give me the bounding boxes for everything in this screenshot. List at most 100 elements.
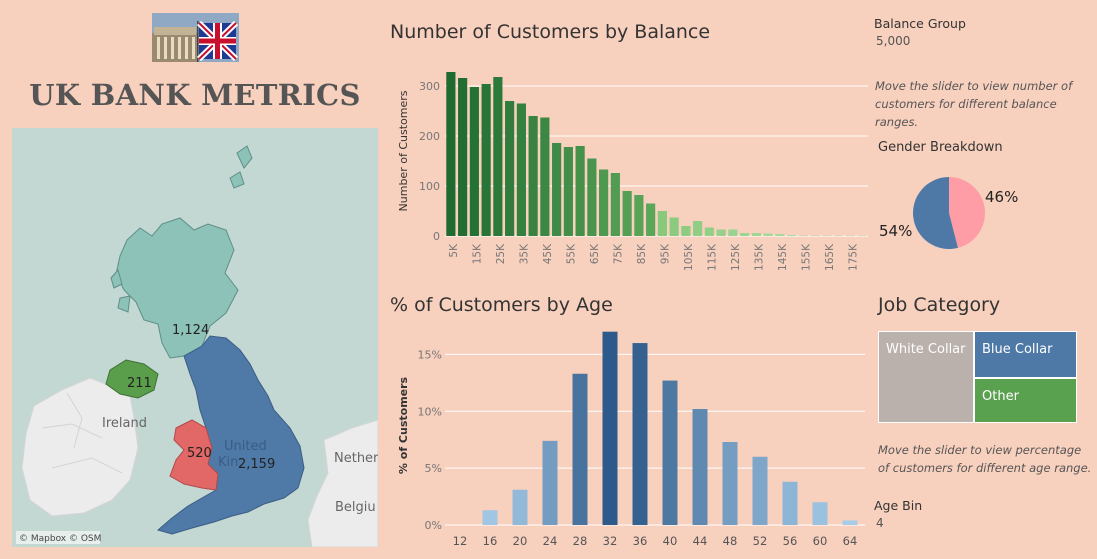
region-northern-ireland[interactable] xyxy=(105,359,159,399)
balance-x-tick: 5K xyxy=(448,243,460,258)
gender-female-pct: 46% xyxy=(985,188,1019,206)
map-label-united: United xyxy=(224,439,267,454)
balance-bar[interactable] xyxy=(669,217,679,237)
balance-bar[interactable] xyxy=(458,78,468,236)
age-x-tick: 44 xyxy=(693,534,708,548)
gender-pie-chart[interactable] xyxy=(912,176,986,250)
balance-slider-note: Move the slider to view number of custom… xyxy=(875,79,1073,129)
balance-bar[interactable] xyxy=(693,221,703,236)
balance-x-tick: 75K xyxy=(612,243,624,264)
balance-bar[interactable] xyxy=(528,116,538,236)
treemap-white-collar[interactable]: White Collar xyxy=(878,331,974,423)
balance-bar[interactable] xyxy=(822,235,832,237)
age-bar[interactable] xyxy=(572,373,588,525)
age-chart-title: % of Customers by Age xyxy=(390,294,613,316)
treemap-other[interactable]: Other xyxy=(974,378,1077,423)
age-bin-slider-value[interactable]: 4 xyxy=(876,516,884,530)
job-category-treemap[interactable]: White Collar Blue Collar Other xyxy=(878,331,1077,423)
gender-pie-slice[interactable] xyxy=(913,177,958,249)
balance-bar[interactable] xyxy=(657,211,667,236)
balance-bar[interactable] xyxy=(610,173,620,236)
balance-bar[interactable] xyxy=(481,84,491,236)
balance-chart-title: Number of Customers by Balance xyxy=(390,21,711,43)
balance-x-tick: 155K xyxy=(800,243,812,270)
age-bin-label: Age Bin xyxy=(874,498,923,513)
balance-bar[interactable] xyxy=(446,72,456,236)
age-x-tick: 64 xyxy=(843,534,858,548)
balance-x-tick: 25K xyxy=(495,243,507,264)
age-x-tick: 12 xyxy=(453,534,468,548)
age-bar[interactable] xyxy=(812,502,828,525)
balance-bar[interactable] xyxy=(810,235,820,237)
age-x-tick: 16 xyxy=(483,534,498,548)
balance-bar[interactable] xyxy=(516,103,526,237)
balance-x-tick: 65K xyxy=(589,243,601,264)
map-label-kingdom: Kin xyxy=(218,455,238,470)
map-label-netherlands: Nether xyxy=(334,451,378,466)
uk-region-map[interactable]: Ireland Nether Belgiu United Kin 1,124 2… xyxy=(12,128,378,547)
age-x-tick: 60 xyxy=(813,534,828,548)
balance-bar[interactable] xyxy=(834,235,844,237)
balance-bar[interactable] xyxy=(740,233,750,236)
balance-bar[interactable] xyxy=(704,227,714,237)
balance-bar[interactable] xyxy=(763,233,773,237)
balance-bar[interactable] xyxy=(681,226,691,236)
map-label-belgium: Belgiu xyxy=(335,500,376,515)
balance-x-tick: 115K xyxy=(706,243,718,270)
age-bar[interactable] xyxy=(512,489,528,525)
balance-bar[interactable] xyxy=(751,233,761,236)
balance-group-label: Balance Group xyxy=(874,16,966,31)
balance-y-tick: 200 xyxy=(419,130,440,143)
age-bar[interactable] xyxy=(482,510,498,525)
balance-bar[interactable] xyxy=(493,77,503,236)
region-scotland[interactable] xyxy=(115,217,239,359)
balance-x-tick: 95K xyxy=(659,243,671,264)
age-x-tick: 32 xyxy=(603,534,618,548)
age-bar[interactable] xyxy=(662,380,678,525)
age-bar[interactable] xyxy=(602,331,618,525)
balance-bar[interactable] xyxy=(563,147,573,236)
gender-male-pct: 54% xyxy=(879,222,913,240)
age-bar[interactable] xyxy=(782,481,798,525)
map-attribution[interactable]: © Mapbox © OSM xyxy=(19,534,101,544)
age-y-axis-label: % of Customers xyxy=(397,376,410,474)
balance-bar[interactable] xyxy=(857,235,867,237)
balance-bar[interactable] xyxy=(798,235,808,237)
balance-bar-chart[interactable]: 0 100 200 300 Number of Customers 5K 15K 25K 35K… xyxy=(390,60,870,270)
balance-bar[interactable] xyxy=(728,229,738,237)
balance-bar[interactable] xyxy=(646,203,656,237)
balance-bar[interactable] xyxy=(775,234,785,236)
gender-title: Gender Breakdown xyxy=(878,140,1003,155)
balance-y-axis-label: Number of Customers xyxy=(397,90,410,211)
age-bar[interactable] xyxy=(752,456,768,525)
region-wales[interactable] xyxy=(169,419,219,491)
balance-group-slider-value[interactable]: 5,000 xyxy=(876,34,911,48)
age-bar[interactable] xyxy=(842,520,858,525)
balance-bar[interactable] xyxy=(505,101,515,236)
age-y-tick: 5% xyxy=(425,462,442,475)
balance-x-tick: 105K xyxy=(683,243,695,270)
balance-bar[interactable] xyxy=(787,235,797,236)
balance-bar[interactable] xyxy=(575,146,585,236)
balance-y-tick: 0 xyxy=(433,230,440,243)
balance-bar[interactable] xyxy=(634,195,644,236)
balance-bar[interactable] xyxy=(540,117,550,237)
balance-x-tick: 15K xyxy=(471,243,483,264)
treemap-blue-collar[interactable]: Blue Collar xyxy=(974,331,1077,378)
balance-bar[interactable] xyxy=(845,235,855,237)
balance-bar[interactable] xyxy=(552,143,562,236)
age-bar[interactable] xyxy=(632,343,648,525)
age-x-tick: 40 xyxy=(663,534,678,548)
balance-x-tick: 45K xyxy=(542,243,554,264)
balance-bar[interactable] xyxy=(622,191,632,236)
age-bar[interactable] xyxy=(692,409,708,525)
balance-bar[interactable] xyxy=(599,169,609,237)
balance-bar[interactable] xyxy=(716,229,726,237)
balance-x-tick: 165K xyxy=(824,243,836,270)
age-bar[interactable] xyxy=(542,440,558,525)
balance-bar[interactable] xyxy=(469,87,479,236)
gender-pie-slice[interactable] xyxy=(949,177,985,248)
age-bar[interactable] xyxy=(722,441,738,525)
balance-bar[interactable] xyxy=(587,158,597,237)
age-bar-chart[interactable]: 0% 5% 10% 15% % of Customers 12 16 20 24 28 32 36 40… xyxy=(390,318,870,550)
